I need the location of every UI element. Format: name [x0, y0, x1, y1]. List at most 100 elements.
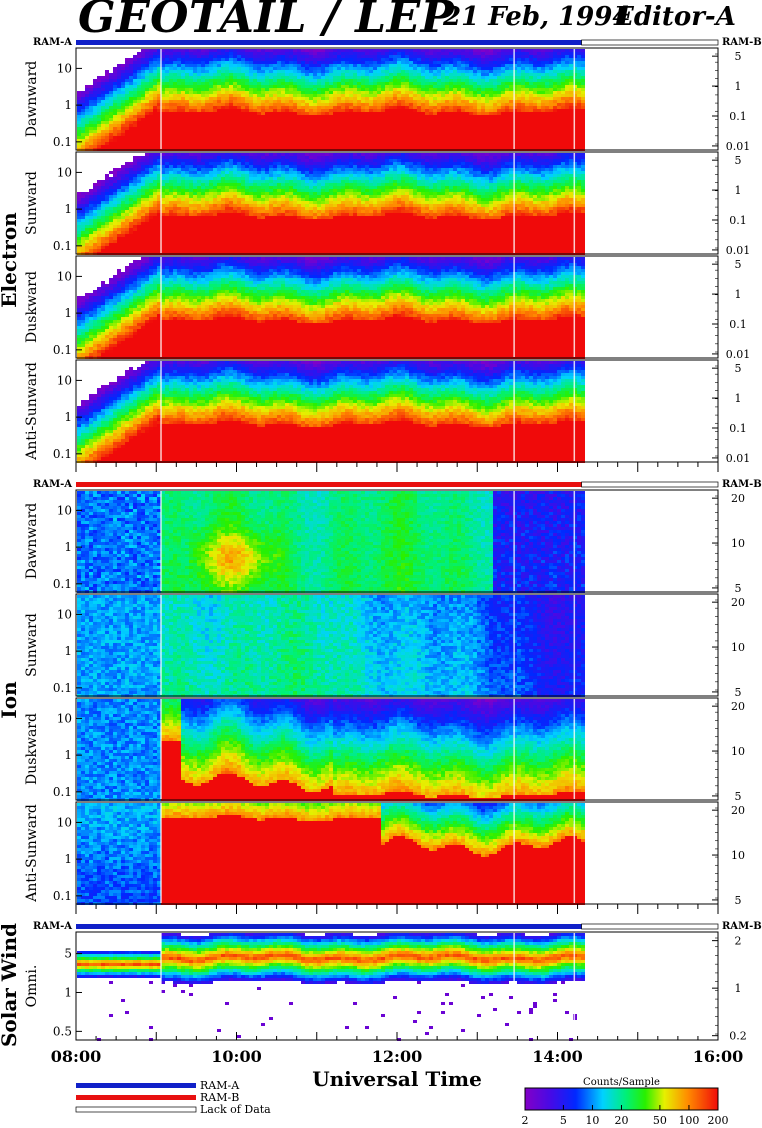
heatmap-cell — [301, 79, 305, 82]
heatmap-cell — [81, 240, 85, 243]
heatmap-cell — [409, 100, 413, 103]
heatmap-cell — [493, 70, 497, 73]
heatmap-cell — [129, 127, 133, 130]
heatmap-cell — [273, 85, 277, 88]
heatmap-cell — [149, 183, 153, 186]
heatmap-cell — [273, 124, 277, 127]
heatmap-cell — [457, 127, 461, 130]
heatmap-cell — [481, 73, 485, 76]
heatmap-cell — [181, 106, 185, 109]
heatmap-cell — [557, 91, 561, 94]
heatmap-cell — [97, 94, 101, 97]
heatmap-cell — [101, 136, 105, 139]
heatmap-cell — [117, 174, 121, 177]
heatmap-cell — [257, 115, 261, 118]
heatmap-cell — [493, 112, 497, 115]
heatmap-cell — [349, 67, 353, 70]
heatmap-cell — [369, 115, 373, 118]
heatmap-cell — [153, 162, 157, 165]
heatmap-cell — [293, 49, 297, 52]
heatmap-cell — [201, 109, 205, 112]
heatmap-cell — [241, 121, 245, 124]
heatmap-cell — [517, 106, 521, 109]
heatmap-cell — [133, 97, 137, 100]
heatmap-cell — [221, 79, 225, 82]
heatmap-cell — [277, 139, 281, 142]
heatmap-cell — [385, 58, 389, 61]
heatmap-cell — [249, 55, 253, 58]
heatmap-cell — [133, 100, 137, 103]
heatmap-cell — [93, 79, 97, 82]
heatmap-cell — [357, 133, 361, 136]
heatmap-cell — [381, 121, 385, 124]
heatmap-cell — [153, 195, 157, 198]
heatmap-cell — [97, 198, 101, 201]
heatmap-cell — [173, 94, 177, 97]
heatmap-cell — [389, 97, 393, 100]
heatmap-cell — [105, 88, 109, 91]
heatmap-cell — [225, 115, 229, 118]
heatmap-cell — [273, 121, 277, 124]
heatmap-cell — [525, 115, 529, 118]
heatmap-cell — [333, 97, 337, 100]
heatmap-cell — [365, 139, 369, 142]
heatmap-cell — [269, 94, 273, 97]
heatmap-cell — [373, 115, 377, 118]
heatmap-cell — [333, 109, 337, 112]
heatmap-cell — [257, 127, 261, 130]
heatmap-cell — [521, 67, 525, 70]
heatmap-cell — [149, 195, 153, 198]
heatmap-cell — [165, 216, 169, 219]
heatmap-cell — [385, 142, 389, 145]
heatmap-cell — [361, 106, 365, 109]
heatmap-cell — [189, 136, 193, 139]
heatmap-cell — [109, 121, 113, 124]
heatmap-cell — [581, 61, 585, 64]
heatmap-cell — [149, 124, 153, 127]
heatmap-cell — [221, 73, 225, 76]
heatmap-cell — [365, 112, 369, 115]
heatmap-cell — [189, 61, 193, 64]
heatmap-cell — [501, 94, 505, 97]
heatmap-cell — [437, 124, 441, 127]
heatmap-cell — [517, 115, 521, 118]
heatmap-cell — [249, 88, 253, 91]
heatmap-cell — [121, 195, 125, 198]
heatmap-cell — [289, 58, 293, 61]
heatmap-cell — [357, 88, 361, 91]
heatmap-cell — [149, 103, 153, 106]
heatmap-cell — [385, 49, 389, 52]
heatmap-cell — [193, 55, 197, 58]
heatmap-cell — [301, 118, 305, 121]
heatmap-cell — [345, 145, 349, 148]
heatmap-cell — [137, 234, 141, 237]
heatmap-cell — [201, 55, 205, 58]
heatmap-cell — [537, 124, 541, 127]
heatmap-cell — [409, 97, 413, 100]
heatmap-cell — [501, 127, 505, 130]
heatmap-cell — [389, 136, 393, 139]
heatmap-cell — [529, 82, 533, 85]
heatmap-cell — [237, 127, 241, 130]
heatmap-cell — [161, 231, 165, 234]
heatmap-cell — [537, 118, 541, 121]
heatmap-cell — [149, 106, 153, 109]
heatmap-cell — [549, 136, 553, 139]
heatmap-cell — [257, 103, 261, 106]
heatmap-cell — [85, 94, 89, 97]
heatmap-cell — [361, 94, 365, 97]
heatmap-cell — [197, 55, 201, 58]
heatmap-cell — [161, 180, 165, 183]
heatmap-cell — [157, 213, 161, 216]
heatmap-cell — [201, 79, 205, 82]
heatmap-cell — [85, 97, 89, 100]
heatmap-cell — [425, 109, 429, 112]
heatmap-cell — [437, 142, 441, 145]
heatmap-cell — [89, 189, 93, 192]
heatmap-cell — [277, 76, 281, 79]
heatmap-cell — [277, 133, 281, 136]
heatmap-cell — [129, 240, 133, 243]
heatmap-cell — [129, 73, 133, 76]
heatmap-cell — [161, 171, 165, 174]
heatmap-cell — [413, 139, 417, 142]
